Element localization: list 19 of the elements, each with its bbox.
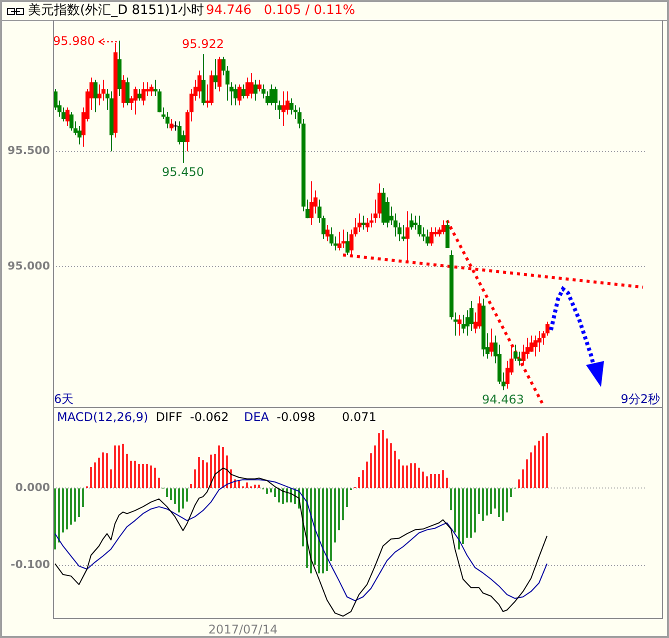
chart-title: MACD(12,26,9)	[57, 410, 148, 424]
annotation: -0.098	[276, 410, 316, 424]
y-tick-label: 95.500	[8, 144, 50, 158]
text: DEA	[244, 410, 269, 424]
y-tick-label: 0.000	[15, 481, 50, 494]
text: DIFF	[156, 410, 182, 424]
annotation: 95.450	[162, 164, 204, 179]
annotation: 0.071	[342, 410, 376, 424]
y-tick-label: 95.000	[8, 259, 50, 272]
annotation: -0.062	[190, 410, 229, 424]
annotation: 94.463	[482, 392, 524, 406]
annotation: 6天	[54, 392, 74, 406]
annotation: 95.980	[52, 34, 95, 48]
chart-subtitle: 94.746 0.105 / 0.11%	[206, 2, 356, 20]
chart-title: 美元指数(外汇_D 8151)1小时	[28, 2, 204, 20]
annotation: 9分2秒	[620, 392, 660, 406]
x-tick-label: 2017/07/14	[208, 622, 278, 636]
annotation: 95.922	[182, 37, 224, 52]
y-tick-label: -0.100	[10, 558, 50, 572]
